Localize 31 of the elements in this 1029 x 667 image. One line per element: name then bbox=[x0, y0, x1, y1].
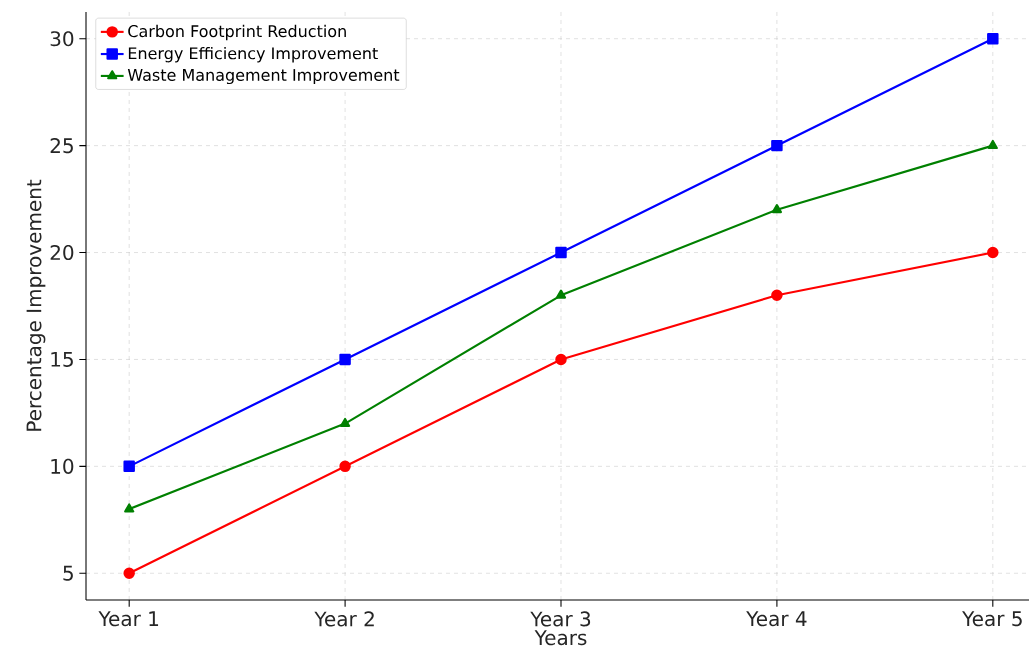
point bbox=[339, 460, 351, 473]
point bbox=[555, 246, 567, 259]
y-tick-label: 20 bbox=[50, 244, 74, 261]
point bbox=[555, 289, 567, 299]
point bbox=[987, 139, 998, 150]
point bbox=[339, 417, 351, 427]
point bbox=[555, 353, 567, 366]
y-tick-label: 15 bbox=[51, 352, 73, 367]
x-tick-label: Year 3 bbox=[530, 611, 591, 627]
y-axis-title: Percentage Improvement bbox=[26, 179, 46, 431]
x-tick-label: Year 2 bbox=[314, 611, 374, 627]
x-tick-label: Year 5 bbox=[962, 611, 1022, 627]
point bbox=[987, 32, 999, 45]
point bbox=[771, 204, 783, 214]
y-tick-label: 30 bbox=[50, 31, 74, 47]
point bbox=[771, 289, 783, 302]
point bbox=[771, 139, 783, 152]
x-axis-title: Years bbox=[534, 630, 587, 646]
y-tick-label: 5 bbox=[63, 565, 73, 581]
legend-label: Energy Efficiency Improvement bbox=[128, 46, 378, 63]
point bbox=[123, 460, 135, 473]
x-tick-label: Year 1 bbox=[98, 611, 159, 627]
y-tick-label: 10 bbox=[51, 458, 74, 474]
x-tick-label: Year 4 bbox=[746, 611, 807, 627]
point bbox=[123, 567, 135, 579]
point bbox=[124, 503, 135, 513]
legend-label: Waste Management Improvement bbox=[127, 69, 400, 85]
legend-label: Carbon Footprint Reduction bbox=[128, 24, 346, 41]
point bbox=[987, 246, 999, 259]
y-tick-label: 25 bbox=[50, 138, 73, 154]
point bbox=[339, 353, 351, 366]
